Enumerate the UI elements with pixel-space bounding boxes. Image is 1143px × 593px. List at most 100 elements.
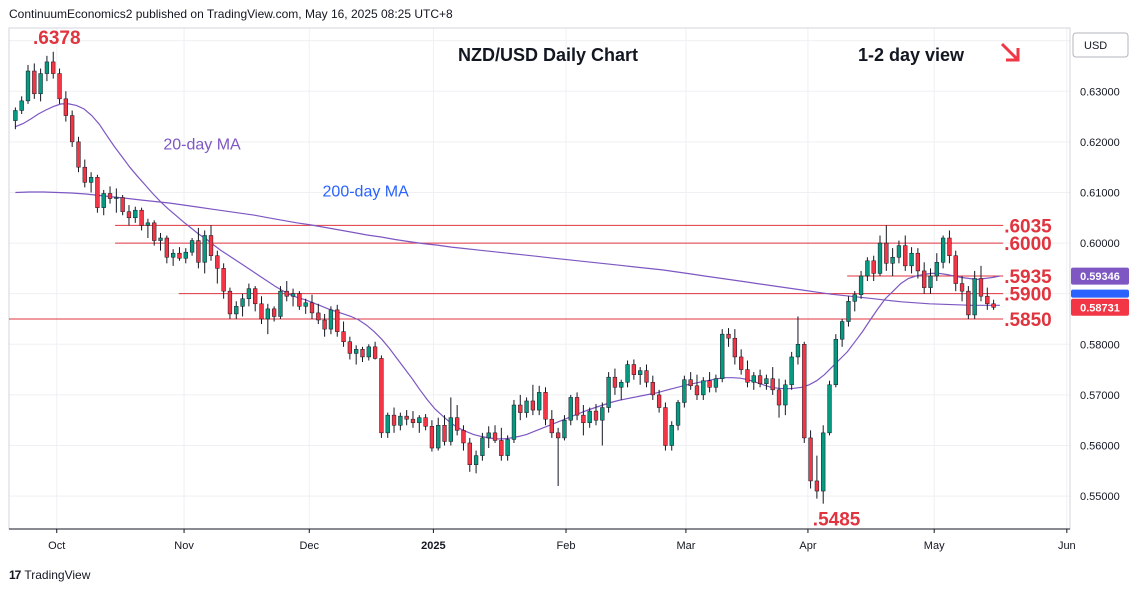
y-tick-label: 0.62000 [1080, 137, 1120, 149]
tradingview-brand[interactable]: 17 TradingView [9, 568, 90, 582]
candle-body [120, 197, 125, 212]
candle-body [909, 252, 914, 267]
candle-body [82, 166, 87, 183]
candle-body [991, 303, 996, 308]
candle-body [316, 312, 321, 321]
candle-body [208, 235, 214, 256]
level-label: .6035 [1004, 216, 1052, 237]
candle-body [675, 402, 681, 426]
candle-body [271, 308, 277, 317]
candle-body [107, 193, 113, 199]
level-label: .5935 [1004, 267, 1052, 288]
candle-body [821, 432, 826, 492]
candle-body [436, 425, 441, 449]
candle-body [417, 417, 422, 423]
candle-body [328, 309, 334, 330]
candle-body [234, 306, 239, 315]
candle-body [410, 418, 416, 423]
candle-body [518, 404, 523, 413]
candle-body [442, 425, 447, 442]
candle-body [76, 141, 81, 168]
candle-body [865, 260, 870, 277]
candle-body [978, 278, 984, 297]
candle-body [619, 381, 624, 388]
candle-body [530, 400, 536, 411]
candle-body [158, 237, 163, 241]
candle-body [133, 209, 138, 219]
view-label: 1-2 day view [858, 45, 965, 65]
extreme-label: .5485 [813, 510, 861, 531]
candle-body [215, 255, 220, 269]
candle-body [852, 294, 857, 302]
candle-body [934, 262, 939, 277]
candle-body [13, 110, 18, 121]
candle-body [600, 407, 605, 421]
candle-body [202, 235, 207, 263]
x-tick-label: Mar [676, 540, 695, 552]
y-tick-label: 0.58000 [1080, 339, 1120, 351]
candle-body [682, 379, 687, 403]
candle-body [404, 415, 409, 420]
tradingview-logo-icon: 17 [9, 568, 21, 582]
candle-body [524, 400, 529, 413]
candle-body [492, 432, 498, 441]
candle-body [537, 392, 542, 411]
candle-body [505, 439, 510, 456]
annotations: .6378 .5485 20-day MA 200-day MA [33, 28, 861, 531]
candle-body [19, 100, 24, 111]
moving-averages [15, 103, 1001, 440]
candle-body [335, 309, 340, 332]
candle-body [833, 338, 838, 386]
candle-body [972, 278, 977, 316]
candle-body [455, 417, 460, 431]
candle-body [398, 415, 403, 426]
x-tick-label: 2025 [421, 540, 445, 552]
candle-body [638, 370, 643, 375]
candle-body [95, 177, 100, 208]
candle-body [827, 384, 832, 434]
price-badge [1071, 267, 1129, 285]
currency-box[interactable] [1072, 32, 1129, 58]
ma20-line [15, 191, 1000, 306]
ma-label: 200-day MA [323, 184, 410, 201]
candle-body [770, 378, 775, 391]
candle-body [966, 290, 971, 316]
candle-body [871, 260, 876, 274]
currency-label: USD [1084, 40, 1107, 52]
candle-body [57, 73, 62, 100]
chart-grid [9, 28, 1070, 529]
candle-body [808, 437, 813, 482]
candle-body [461, 430, 466, 444]
candle-body [171, 252, 176, 258]
price-badge-label: 0.58731 [1080, 302, 1120, 314]
candle-body [25, 70, 31, 102]
candle-body [776, 389, 782, 406]
candle-body [839, 321, 845, 340]
x-tick-label: Oct [48, 540, 65, 552]
candle-body [88, 177, 94, 183]
level-label: .5900 [1004, 285, 1052, 306]
candle-body [183, 251, 188, 259]
candle-body [126, 211, 132, 219]
x-tick-label: Jun [1058, 540, 1076, 552]
candle-body [309, 302, 315, 314]
candle-body [581, 414, 586, 423]
candle-body [322, 319, 327, 330]
candle-body [101, 193, 106, 208]
candle-body [631, 364, 637, 375]
candle-body [265, 308, 270, 320]
candle-body [947, 237, 952, 256]
x-tick-label: Feb [557, 540, 576, 552]
candle-body [896, 245, 902, 258]
candle-body [789, 356, 794, 386]
price-badge [1071, 289, 1129, 298]
x-tick-label: Nov [174, 540, 194, 552]
candle-body [278, 290, 283, 317]
candle-body [764, 378, 769, 385]
candle-body [568, 397, 573, 421]
candle-body [732, 337, 737, 358]
candle-body [985, 295, 990, 305]
candle-body [196, 240, 201, 263]
y-tick-label: 0.63000 [1080, 86, 1120, 98]
